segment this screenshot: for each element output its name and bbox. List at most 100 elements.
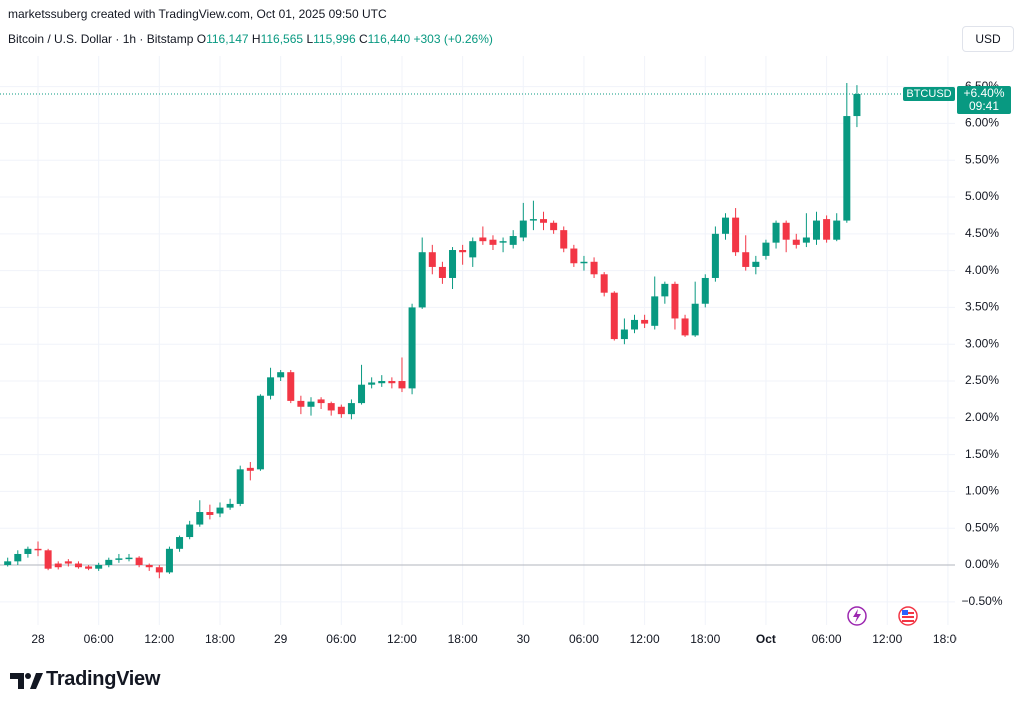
candle-body xyxy=(540,219,548,223)
y-tick-label: 3.50% xyxy=(965,300,999,314)
candle-body xyxy=(155,567,163,573)
candle-body xyxy=(560,230,568,249)
x-tick-label: 12:00 xyxy=(144,632,174,646)
candle-body xyxy=(165,548,173,573)
candle-body xyxy=(186,524,194,538)
candle-body xyxy=(236,469,244,504)
candle-body xyxy=(246,467,254,471)
candle-body xyxy=(358,384,366,404)
y-tick-label: 2.00% xyxy=(965,410,999,424)
candle-body xyxy=(499,241,507,243)
candle-body xyxy=(388,381,396,384)
candle-body xyxy=(24,548,32,554)
currency-button[interactable]: USD xyxy=(962,26,1014,52)
candle-body xyxy=(600,274,608,293)
ohlc-value: 115,996 xyxy=(313,32,356,46)
candle-body xyxy=(105,559,113,566)
candle-body xyxy=(701,277,709,304)
candle-body xyxy=(206,512,214,515)
event-icon xyxy=(847,606,867,626)
candle-body xyxy=(802,237,810,243)
candle-body xyxy=(590,261,598,275)
plot-area xyxy=(4,82,861,579)
x-tick-label: 18:00 xyxy=(933,632,963,646)
candle-body xyxy=(368,382,376,385)
candle-body xyxy=(256,395,264,470)
ohlc-label: L xyxy=(306,32,314,46)
candle-body xyxy=(267,377,275,396)
ohlc-value: 116,565 xyxy=(260,32,304,46)
symbol-tag: BTCUSD xyxy=(906,88,951,100)
x-tick-label: 12:00 xyxy=(630,632,660,646)
candle-body xyxy=(398,381,406,389)
x-tick-label: 18:00 xyxy=(690,632,720,646)
x-tick-label: 06:00 xyxy=(569,632,599,646)
y-tick-label: −0.50% xyxy=(961,594,1002,608)
candle-body xyxy=(297,400,305,407)
candle-body xyxy=(408,307,416,389)
candle-body xyxy=(671,283,679,319)
candle-body xyxy=(722,217,730,234)
candle-body xyxy=(4,561,12,566)
symbol-tag-bg xyxy=(903,86,955,101)
candle-body xyxy=(580,261,588,264)
candle-body xyxy=(519,220,527,238)
candle-body xyxy=(843,116,851,221)
y-tick-label: 5.50% xyxy=(965,152,999,166)
ohlc-label: O xyxy=(196,32,207,46)
candle-body xyxy=(418,252,426,308)
candle-body xyxy=(125,557,133,560)
ohlc-label: C xyxy=(358,32,368,46)
candle-body xyxy=(226,503,234,508)
ohlc-value: 116,147 xyxy=(206,32,249,46)
price-tag-bg xyxy=(957,85,1011,114)
x-tick-label: 12:00 xyxy=(872,632,902,646)
candle-body xyxy=(287,372,295,401)
candle-body xyxy=(661,283,669,297)
candle-body xyxy=(277,372,285,378)
candle-body xyxy=(95,565,103,569)
candle-body xyxy=(762,242,770,256)
y-axis: −0.50% 0.00% 0.50% 1.00% 1.50% 2.00% 2.50% 3.00… xyxy=(961,79,1002,608)
x-tick-label: Oct xyxy=(756,632,776,646)
y-tick-label: 3.00% xyxy=(965,336,999,350)
x-tick-label: 12:00 xyxy=(387,632,417,646)
candle-body xyxy=(742,252,750,267)
candle-body xyxy=(651,296,659,326)
brand: TradingView xyxy=(46,668,161,690)
candle-body xyxy=(85,566,93,569)
candle-body xyxy=(327,403,335,411)
candle-body xyxy=(823,219,831,240)
candle-body xyxy=(479,237,487,242)
candle-body xyxy=(307,401,315,407)
x-tick-label: 30 xyxy=(517,632,531,646)
candle-body xyxy=(54,563,62,568)
x-tick-label: 18:00 xyxy=(448,632,478,646)
y-tick-label: 0.50% xyxy=(965,520,999,534)
x-tick-label: 29 xyxy=(274,632,288,646)
candle-body xyxy=(176,537,184,549)
candle-body xyxy=(34,548,42,551)
candle-body xyxy=(610,292,618,340)
candle-body xyxy=(489,239,497,245)
candle-body xyxy=(732,217,740,253)
ohlc-value: 116,440 xyxy=(367,32,411,46)
y-tick-label: 0.00% xyxy=(965,557,999,571)
candle-body xyxy=(752,261,760,267)
candle-body xyxy=(347,403,355,415)
candle-body xyxy=(691,303,699,336)
candle-body xyxy=(449,250,457,278)
symbol: Bitcoin / U.S. Dollar · 1h · Bitstamp xyxy=(8,32,194,46)
candle-body xyxy=(74,563,82,568)
candle-body xyxy=(641,319,649,324)
candle-body xyxy=(782,222,790,240)
countdown: 09:41 xyxy=(969,99,999,113)
candle-body xyxy=(772,222,780,243)
y-tick-label: 1.50% xyxy=(965,447,999,461)
candle-body xyxy=(812,220,820,240)
x-tick-label: 06:00 xyxy=(84,632,114,646)
candle-body xyxy=(378,381,386,384)
candle-body xyxy=(135,557,143,566)
symbol-line: Bitcoin / U.S. Dollar · 1h · Bitstamp O1… xyxy=(8,32,493,46)
